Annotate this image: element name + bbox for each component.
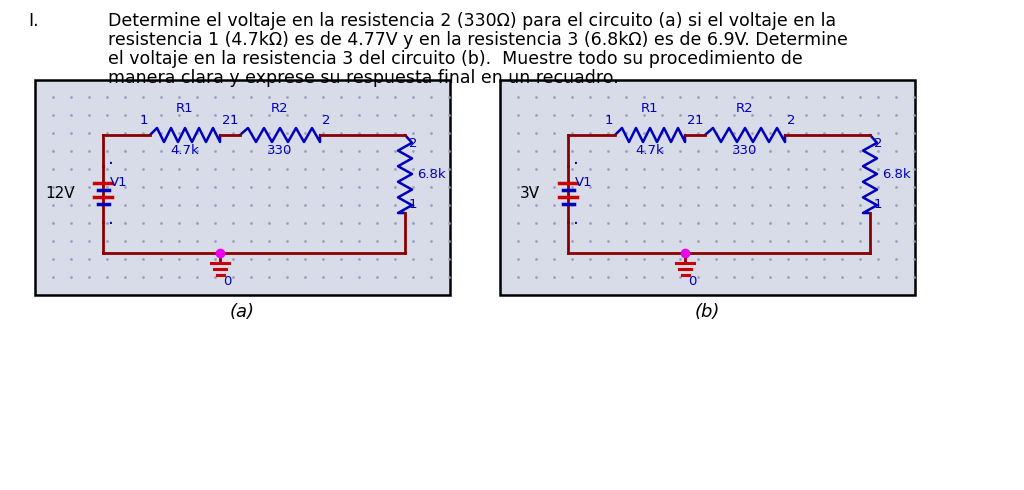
Text: 3V: 3V	[520, 187, 540, 201]
Text: ·: ·	[573, 216, 579, 235]
Text: I.: I.	[28, 12, 39, 30]
Text: R2: R2	[736, 102, 754, 115]
Text: 12V: 12V	[45, 187, 75, 201]
Text: 330: 330	[732, 144, 758, 157]
Text: 4.7k: 4.7k	[636, 144, 665, 157]
Text: ·: ·	[108, 216, 114, 235]
Text: R1: R1	[641, 102, 658, 115]
Text: V1: V1	[575, 175, 593, 189]
Text: Determine el voltaje en la resistencia 2 (330Ω) para el circuito (a) si el volta: Determine el voltaje en la resistencia 2…	[108, 12, 837, 30]
Text: 1: 1	[874, 198, 883, 211]
Text: 2: 2	[787, 114, 796, 127]
Text: el voltaje en la resistencia 3 del circuito (b).  Muestre todo su procedimiento : el voltaje en la resistencia 3 del circu…	[108, 50, 803, 68]
Text: 4.7k: 4.7k	[171, 144, 200, 157]
Text: 1: 1	[229, 114, 238, 127]
Text: (a): (a)	[230, 303, 255, 321]
Bar	[500, 80, 915, 295]
Text: R1: R1	[176, 102, 194, 115]
Text: 2: 2	[409, 137, 418, 150]
Text: 330: 330	[267, 144, 293, 157]
Text: 2: 2	[874, 137, 883, 150]
Text: 2: 2	[687, 114, 695, 127]
Text: R2: R2	[271, 102, 289, 115]
Text: resistencia 1 (4.7kΩ) es de 4.77V y en la resistencia 3 (6.8kΩ) es de 6.9V. Dete: resistencia 1 (4.7kΩ) es de 4.77V y en l…	[108, 31, 848, 49]
Text: 2: 2	[322, 114, 331, 127]
Text: ·: ·	[108, 155, 114, 174]
Text: V1: V1	[110, 175, 128, 189]
Text: 6.8k: 6.8k	[417, 168, 445, 180]
Text: 1: 1	[409, 198, 418, 211]
Text: 0: 0	[223, 275, 231, 288]
Text: 1: 1	[604, 114, 613, 127]
Text: 1: 1	[139, 114, 148, 127]
Text: manera clara y exprese su respuesta final en un recuadro.: manera clara y exprese su respuesta fina…	[108, 69, 618, 87]
Text: 2: 2	[222, 114, 230, 127]
Text: 0: 0	[688, 275, 696, 288]
Text: 6.8k: 6.8k	[882, 168, 910, 180]
Text: (b): (b)	[695, 303, 720, 321]
Text: ·: ·	[573, 155, 579, 174]
Bar	[35, 80, 450, 295]
Text: 1: 1	[694, 114, 703, 127]
